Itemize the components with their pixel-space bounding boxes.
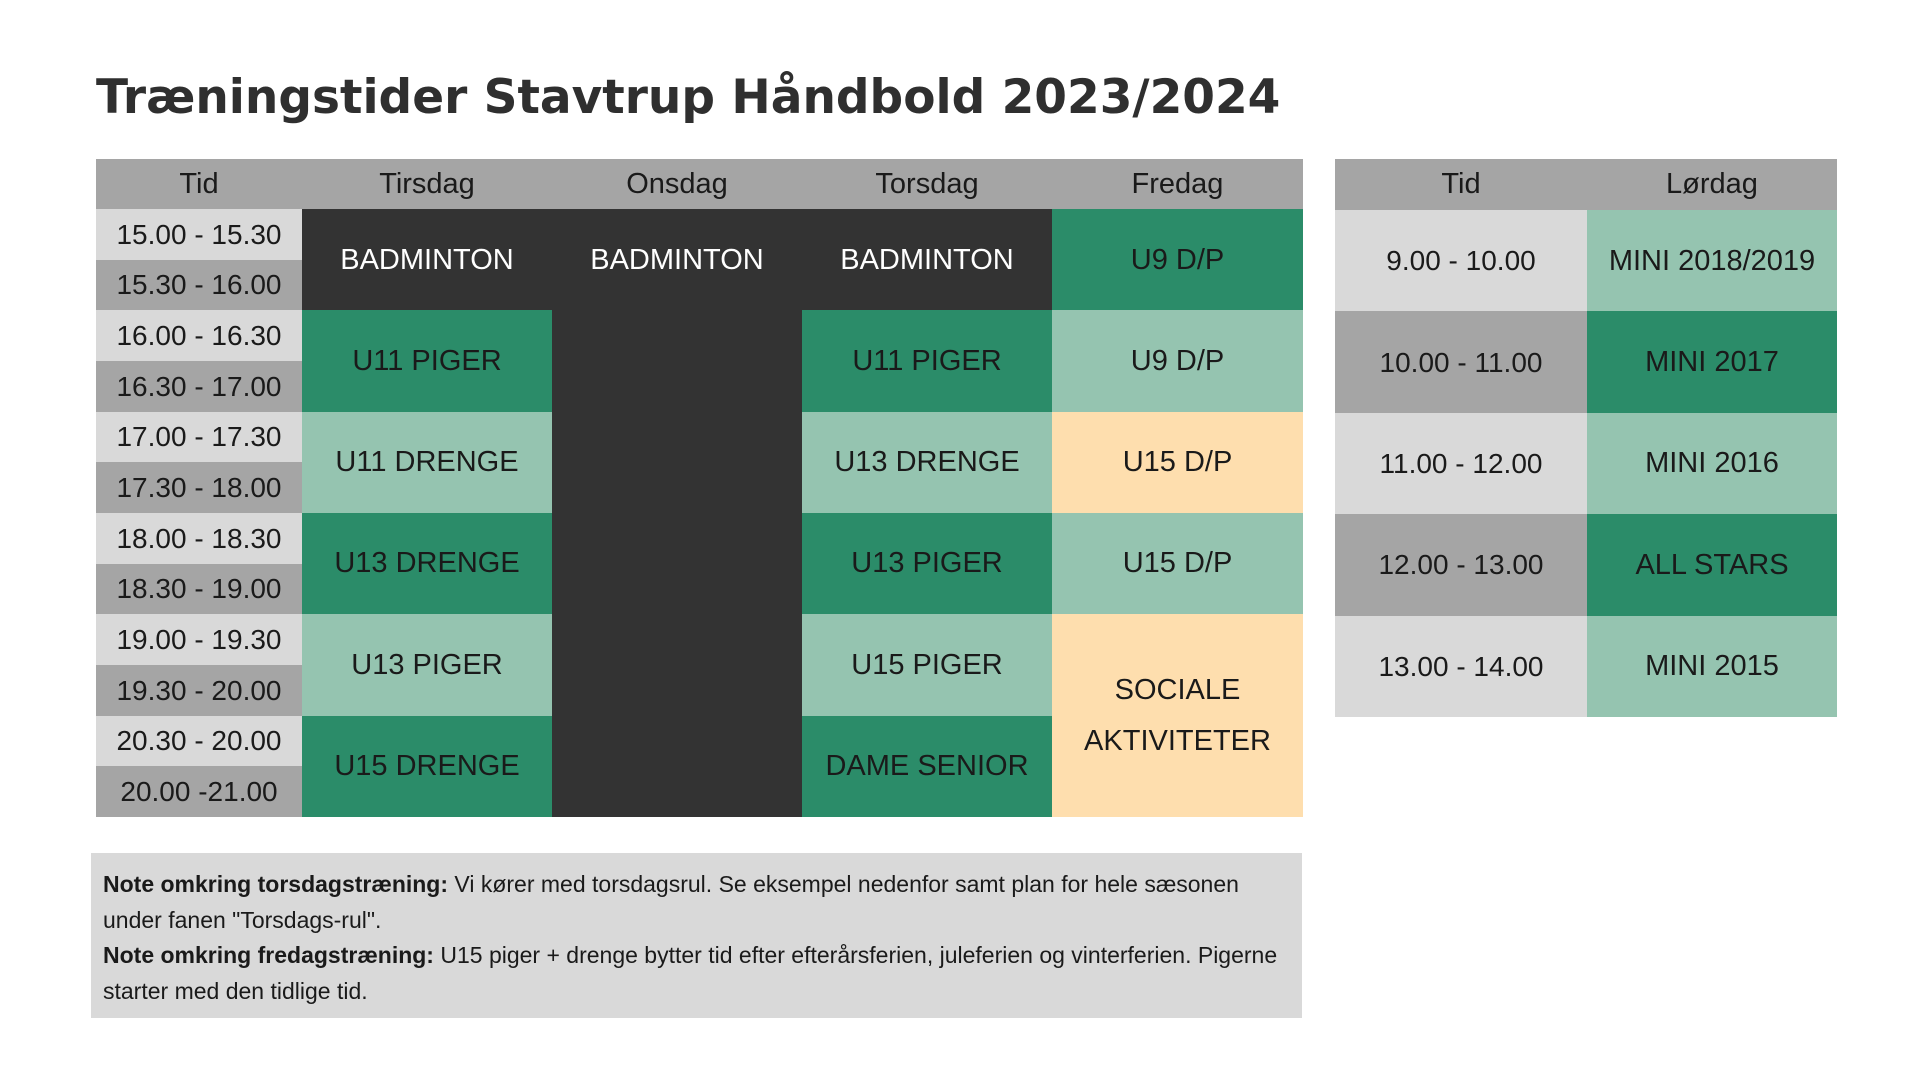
lordag-slot-mini-2015: MINI 2015 [1587,615,1837,717]
torsdag-slot-u11-piger: U11 PIGER [802,310,1052,412]
time-cell: 16.30 - 17.00 [96,360,302,412]
friday-note: Note omkring fredagstræning: U15 piger +… [103,938,1290,1009]
torsdag-slot-u13-piger: U13 PIGER [802,512,1052,615]
time-cell: 12.00 - 13.00 [1335,514,1587,616]
torsdag-slot-badminton: BADMINTON [802,209,1052,311]
fredag-slot-sociale-aktiviteter: SOCIALE AKTIVITETER [1052,614,1303,817]
time-cell: 16.00 - 16.30 [96,310,302,361]
time-cell: 15.30 - 16.00 [96,259,302,311]
fredag-slot-u15-dp: U15 D/P [1052,411,1303,513]
torsdag-slot-u15-piger: U15 PIGER [802,614,1052,716]
time-cell: 11.00 - 12.00 [1335,412,1587,515]
lordag-slot-mini-2018-2019: MINI 2018/2019 [1587,210,1837,312]
header-torsdag: Torsdag [802,159,1052,209]
time-cell: 10.00 - 11.00 [1335,311,1587,413]
time-cell: 20.00 -21.00 [96,766,302,817]
header-tid: Tid [96,159,302,209]
lordag-slot-all-stars: ALL STARS [1587,514,1837,616]
lordag-slot-mini-2017: MINI 2017 [1587,311,1837,413]
torsdag-slot-u13-drenge: U13 DRENGE [802,411,1052,513]
weekday-schedule-table: Tid Tirsdag Onsdag Torsdag Fredag 15.00 … [96,159,1303,817]
fredag-slot-u15-dp: U15 D/P [1052,512,1303,615]
thursday-note-label: Note omkring torsdagstræning: [103,871,449,897]
lordag-slot-mini-2016: MINI 2016 [1587,412,1837,515]
time-cell: 15.00 - 15.30 [96,209,302,260]
time-cell: 18.00 - 18.30 [96,512,302,564]
tirsdag-slot-u13-drenge: U13 DRENGE [302,512,552,615]
tirsdag-slot-u11-piger: U11 PIGER [302,310,552,412]
time-cell: 20.30 - 20.00 [96,715,302,767]
time-cell: 19.30 - 20.00 [96,664,302,716]
page-title: Træningstider Stavtrup Håndbold 2023/202… [96,70,1281,125]
header-lordag: Lørdag [1587,159,1837,210]
time-cell: 9.00 - 10.00 [1335,210,1587,312]
header-onsdag: Onsdag [552,159,802,209]
thursday-note-text: Vi kører med torsdagsrul. Se eksempel ne… [103,871,1239,933]
onsdag-slot-badminton: BADMINTON [552,209,802,311]
tirsdag-slot-badminton: BADMINTON [302,209,552,311]
onsdag-block [552,310,802,817]
friday-note-text: U15 piger + drenge bytter tid efter efte… [103,942,1278,1004]
thursday-note: Note omkring torsdagstræning: Vi kører m… [103,867,1290,938]
friday-note-label: Note omkring fredagstræning: [103,942,434,968]
time-cell: 17.00 - 17.30 [96,411,302,463]
fredag-slot-u9-dp: U9 D/P [1052,209,1303,311]
time-cell: 13.00 - 14.00 [1335,615,1587,717]
tirsdag-slot-u13-piger: U13 PIGER [302,614,552,716]
notes-box: Note omkring torsdagstræning: Vi kører m… [91,853,1302,1018]
tirsdag-slot-u15-drenge: U15 DRENGE [302,715,552,817]
header-fredag: Fredag [1052,159,1303,209]
header-tid: Tid [1335,159,1587,210]
time-cell: 18.30 - 19.00 [96,563,302,615]
fredag-slot-u9-dp: U9 D/P [1052,310,1303,412]
time-cell: 17.30 - 18.00 [96,462,302,513]
header-tirsdag: Tirsdag [302,159,552,209]
saturday-schedule-table: Tid Lørdag 9.00 - 10.00 10.00 - 11.00 11… [1335,159,1837,717]
tirsdag-slot-u11-drenge: U11 DRENGE [302,411,552,513]
time-cell: 19.00 - 19.30 [96,614,302,665]
torsdag-slot-dame-senior: DAME SENIOR [802,715,1052,817]
